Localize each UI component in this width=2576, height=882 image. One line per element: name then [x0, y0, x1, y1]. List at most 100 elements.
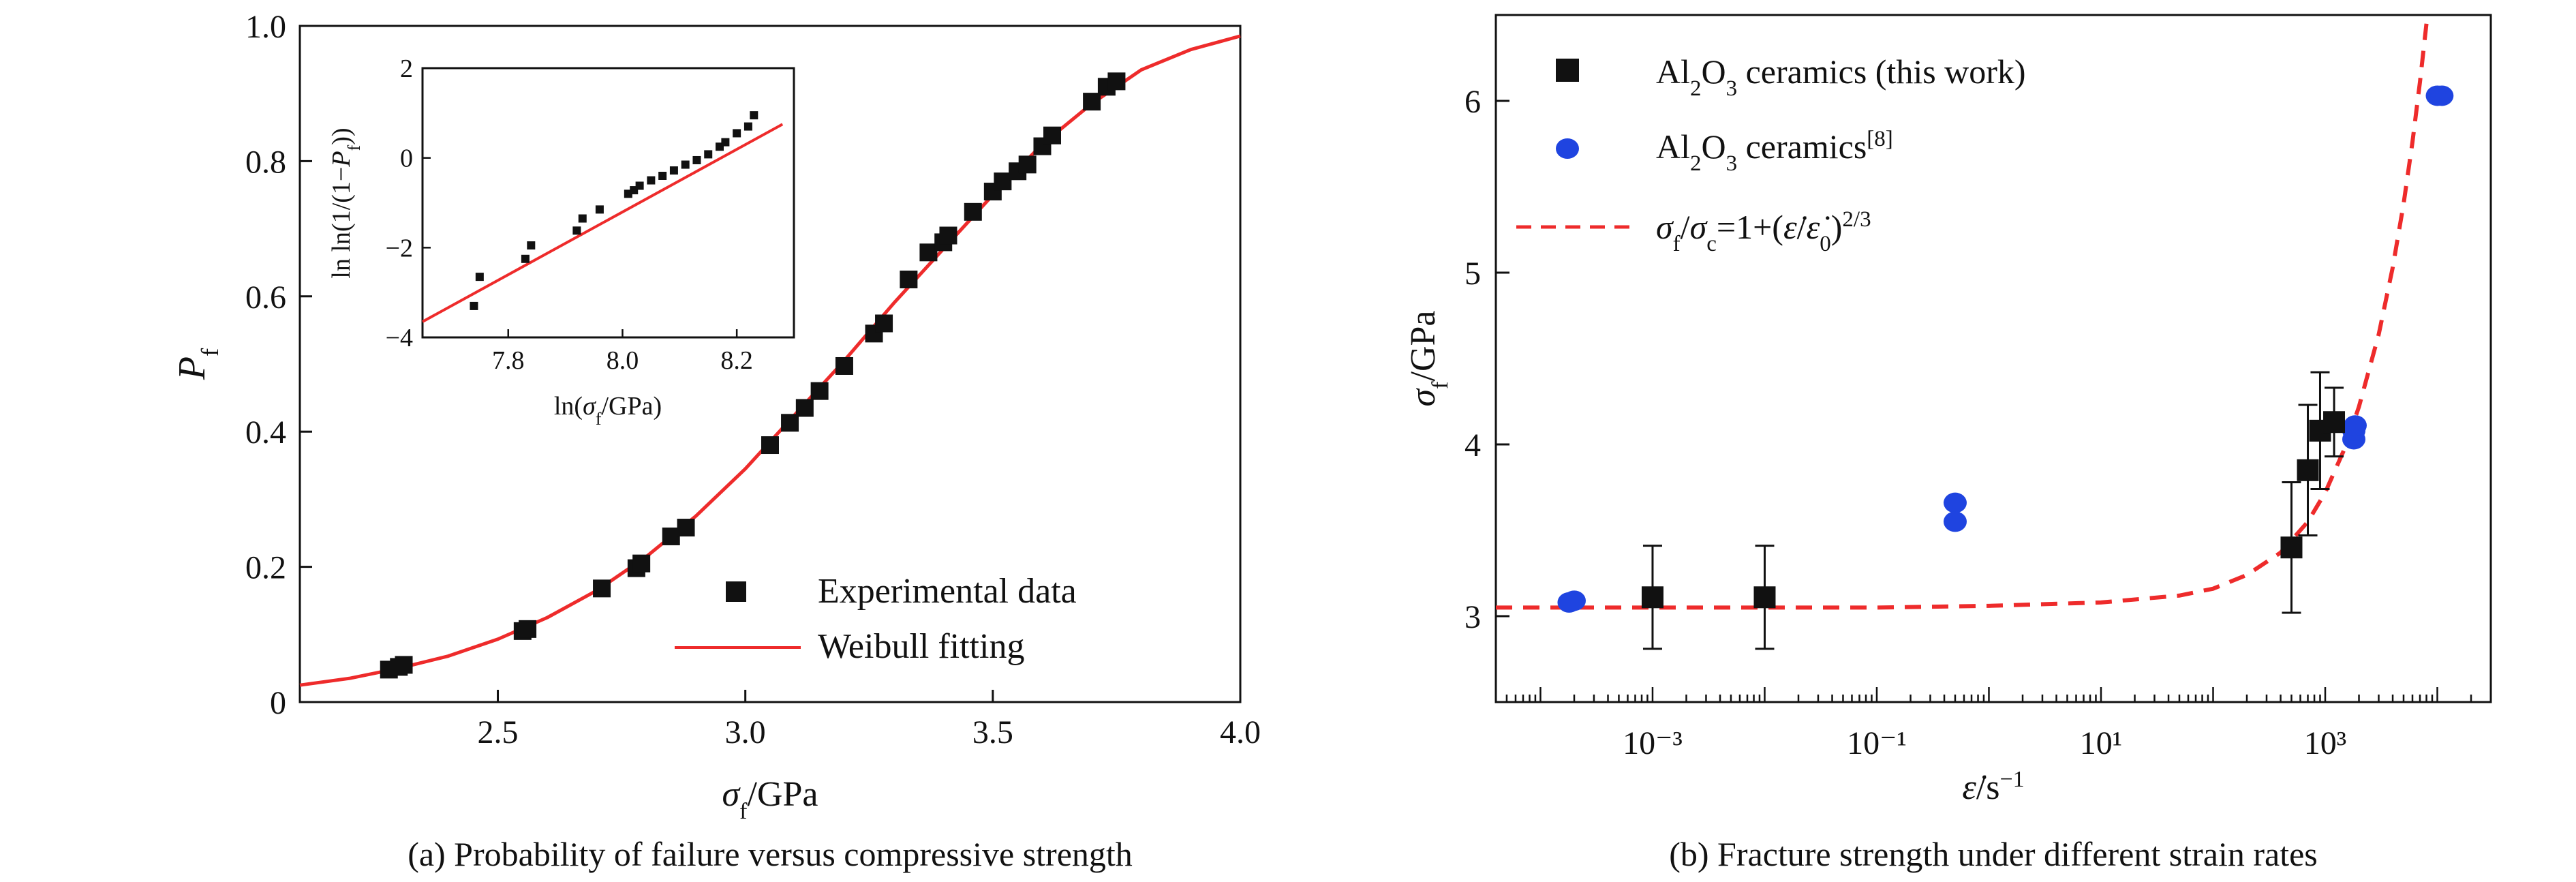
data-point [994, 172, 1012, 191]
x-tick-label-a: 3.0 [725, 714, 766, 750]
inset-fit-line-segment [422, 123, 784, 323]
reference-point [2343, 415, 2367, 436]
data-point [662, 527, 680, 545]
y-tick-label-b: 6 [1465, 84, 1481, 120]
inset-x-tick-label: 8.0 [607, 346, 639, 375]
reference-points [1557, 85, 2454, 613]
y-tick-label-a: 0.6 [245, 279, 286, 316]
tick-labels-b: 10⁻³ 10⁻¹ 10¹ 10³ 3 4 5 6 [1465, 84, 2346, 761]
data-point [900, 271, 918, 288]
data-point [519, 620, 537, 638]
inset-data-point [743, 122, 752, 131]
this-work-point [1753, 586, 1776, 609]
data-point [810, 382, 829, 400]
x-tick-label-b: 10¹ [2080, 725, 2122, 761]
data-point [1043, 126, 1061, 145]
inset-data-point [658, 172, 667, 180]
reference-point [1943, 511, 1967, 532]
data-point [632, 554, 651, 573]
legend-label-weibull: Weibull fitting [818, 627, 1024, 666]
inset-chart: 7.8 8.0 8.2 −4 −2 0 2 ln(σf/GPa) ln ln(1/(1−Pf… [327, 55, 795, 429]
y-tick-label-b: 5 [1465, 256, 1481, 292]
data-point [919, 243, 938, 262]
y-tick-label-a: 0 [270, 685, 286, 721]
chart-panel-b: 10⁻³ 10⁻¹ 10¹ 10³ 3 4 5 6 ε̇/s−1 σf/GPa Al2O3 c… [1404, 14, 2492, 873]
data-point [795, 399, 814, 417]
data-point [593, 579, 611, 598]
y-tick-label-a: 0.2 [245, 550, 286, 586]
chart-panel-a: 2.5 3.0 3.5 4.0 0 0.2 0.4 0.6 0.8 1.0 σf/GPa Pf E… [171, 9, 1261, 873]
inset-data-point [635, 181, 644, 190]
axis-ticks-a [300, 25, 1242, 703]
inset-y-tick-label: −4 [386, 324, 413, 352]
inset-data-point [470, 301, 478, 310]
inset-data-point [521, 254, 530, 263]
data-point [395, 656, 413, 674]
x-tick-label-b: 10³ [2304, 725, 2346, 761]
data-point [1083, 93, 1101, 111]
data-point [1018, 155, 1037, 174]
legend-label-model: σf/σc=1+(ε̇/ε̇0)2/3 [1656, 207, 1871, 256]
legend-marker-this-work [1556, 59, 1579, 82]
this-work-points [1641, 371, 2346, 650]
inset-data-point [527, 241, 536, 250]
inset-data-point [669, 166, 678, 175]
data-point [677, 519, 695, 537]
legend-marker-ref [1556, 138, 1579, 159]
legend-marker-experimental [726, 581, 746, 602]
y-tick-label-b: 3 [1465, 599, 1481, 635]
inset-data-point [733, 129, 741, 138]
inset-y-tick-label: 0 [400, 145, 413, 173]
this-work-point [2280, 536, 2303, 559]
inset-points [470, 111, 758, 310]
data-point [964, 202, 982, 221]
inset-x-tick-label: 8.2 [720, 346, 753, 375]
data-point [835, 356, 853, 375]
x-axis-label-b: ε̇/s−1 [1962, 767, 2024, 808]
reference-point [2430, 85, 2454, 106]
data-point [1107, 72, 1126, 91]
inset-y-label: ln ln(1/(1−Pf)) [327, 127, 364, 278]
inset-fit-line [422, 123, 784, 323]
x-axis-label-a: σf/GPa [722, 775, 818, 824]
data-point [875, 314, 893, 333]
inset-data-point [750, 111, 758, 120]
inset-data-point [681, 160, 690, 169]
legend-a: Experimental data Weibull fitting [675, 572, 1077, 666]
x-tick-label-b: 10⁻³ [1623, 725, 1683, 761]
legend-label-experimental: Experimental data [818, 572, 1077, 611]
data-point [939, 226, 957, 245]
y-axis-label-a: Pf [171, 348, 224, 380]
inset-y-tick-label: −2 [386, 234, 413, 262]
inset-ticks [423, 67, 738, 339]
reference-point [1562, 590, 1586, 611]
data-point [781, 414, 799, 432]
inset-data-point [721, 138, 730, 147]
inset-data-point [572, 226, 581, 235]
plot-frame-b [1494, 14, 2492, 703]
x-tick-label-a: 4.0 [1220, 714, 1261, 750]
plot-frame-a [298, 25, 1242, 703]
y-tick-label-b: 4 [1465, 427, 1481, 463]
x-tick-label-b: 10⁻¹ [1847, 725, 1907, 761]
legend-b: Al2O3 ceramics (this work) Al2O3 ceramic… [1516, 52, 2026, 256]
y-tick-label-a: 1.0 [245, 9, 286, 45]
inset-data-point [475, 273, 484, 282]
inset-tick-labels: 7.8 8.0 8.2 −4 −2 0 2 [386, 55, 753, 375]
tick-labels-a: 2.5 3.0 3.5 4.0 0 0.2 0.4 0.6 0.8 1.0 [245, 9, 1261, 750]
y-tick-label-a: 0.8 [245, 144, 286, 180]
this-work-point [2323, 411, 2346, 434]
axis-ticks-b [1494, 100, 2492, 702]
inset-x-tick-label: 7.8 [492, 346, 525, 375]
this-work-point [2297, 459, 2319, 481]
inset-x-label: ln(σf/GPa) [554, 392, 662, 429]
inset-data-point [578, 214, 587, 223]
y-tick-label-a: 0.4 [245, 414, 286, 451]
legend-label-this-work: Al2O3 ceramics (this work) [1656, 52, 2026, 101]
inset-data-point [704, 150, 713, 159]
inset-data-point [647, 176, 656, 185]
inset-frame [421, 67, 795, 339]
x-tick-label-a: 2.5 [478, 714, 519, 750]
inset-data-point [595, 205, 604, 214]
